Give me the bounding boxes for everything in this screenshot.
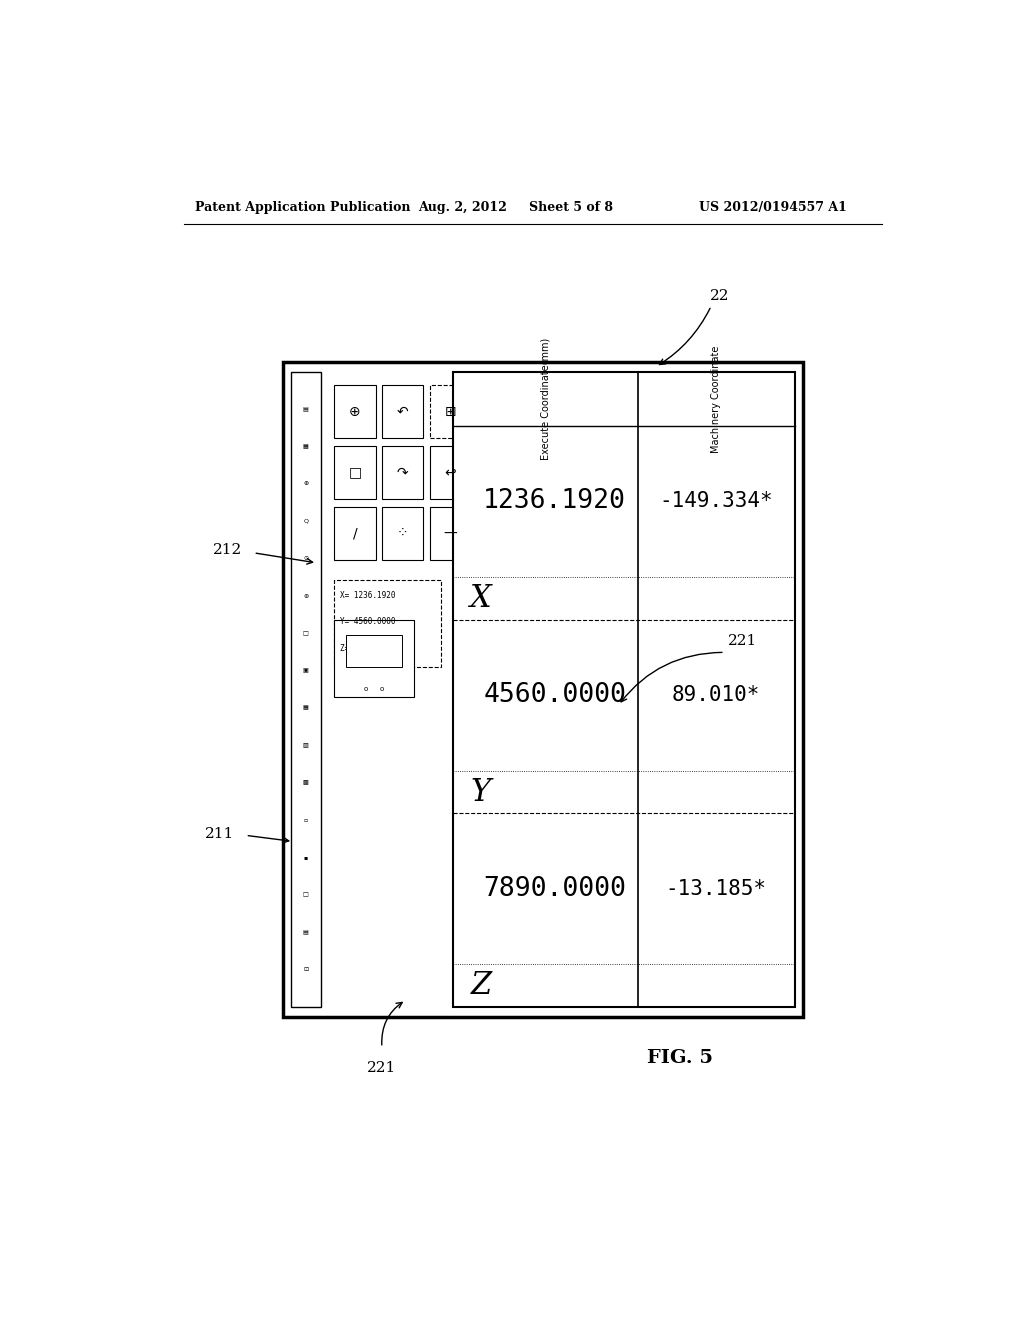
Bar [382, 507, 423, 560]
Bar [334, 507, 376, 560]
Text: ▤: ▤ [303, 407, 308, 412]
Bar [334, 446, 376, 499]
Text: ▨: ▨ [303, 743, 308, 748]
Text: ⁘: ⁘ [396, 527, 409, 540]
Text: 211: 211 [205, 828, 233, 841]
Text: ⊕: ⊕ [349, 404, 360, 418]
Text: ▩: ▩ [303, 780, 308, 785]
Bar [283, 362, 803, 1018]
Text: 7890.0000: 7890.0000 [483, 876, 626, 902]
Text: 221: 221 [728, 634, 758, 648]
Text: Execute Coordinate(mm): Execute Coordinate(mm) [541, 338, 551, 459]
Text: —: — [443, 527, 457, 540]
Text: Y= 4560.0000: Y= 4560.0000 [340, 618, 395, 627]
Text: 89.010*: 89.010* [672, 685, 761, 705]
Bar [346, 635, 401, 667]
Text: X= 1236.1920: X= 1236.1920 [340, 591, 395, 601]
Bar [430, 507, 471, 560]
Text: Machinery Coordinate: Machinery Coordinate [711, 345, 721, 453]
Text: □: □ [303, 631, 308, 636]
Text: Sheet 5 of 8: Sheet 5 of 8 [528, 201, 612, 214]
Text: ↶: ↶ [396, 404, 409, 418]
Text: 221: 221 [368, 1061, 396, 1074]
Bar [430, 385, 471, 438]
Text: ⊡: ⊡ [303, 968, 308, 973]
Bar [334, 385, 376, 438]
Text: -13.185*: -13.185* [666, 879, 767, 899]
Text: -149.334*: -149.334* [659, 491, 773, 511]
Text: X: X [470, 582, 492, 614]
Text: /: / [352, 527, 357, 540]
Text: ↩: ↩ [444, 466, 456, 479]
Text: Z: Z [470, 970, 492, 1002]
Text: □: □ [348, 466, 361, 479]
Text: ▪: ▪ [304, 855, 308, 861]
Text: 1236.1920: 1236.1920 [483, 488, 626, 515]
Text: ⊞: ⊞ [444, 404, 456, 418]
Text: Y: Y [471, 776, 492, 808]
Bar [430, 446, 471, 499]
Bar [454, 372, 795, 1007]
Text: 212: 212 [213, 543, 242, 557]
Text: ↷: ↷ [396, 466, 409, 479]
Text: FIG. 5: FIG. 5 [646, 1049, 713, 1067]
Text: o: o [380, 686, 384, 692]
Bar [291, 372, 321, 1007]
Text: o: o [364, 686, 369, 692]
Text: Patent Application Publication: Patent Application Publication [196, 201, 411, 214]
Text: ▦: ▦ [303, 444, 308, 449]
Bar [382, 385, 423, 438]
Text: ▦: ▦ [303, 706, 308, 710]
Text: ⊕: ⊕ [303, 482, 308, 487]
Text: □: □ [303, 892, 308, 898]
Text: US 2012/0194557 A1: US 2012/0194557 A1 [699, 201, 847, 214]
Bar [334, 620, 414, 697]
Text: ▤: ▤ [303, 929, 308, 935]
Text: Q: Q [303, 519, 308, 524]
Bar [334, 581, 441, 667]
Text: ▣: ▣ [303, 668, 308, 673]
Text: ⊛: ⊛ [303, 594, 308, 598]
Text: ▫: ▫ [304, 818, 308, 822]
Text: 4560.0000: 4560.0000 [483, 682, 626, 708]
Text: Aug. 2, 2012: Aug. 2, 2012 [418, 201, 507, 214]
Text: ⊙: ⊙ [303, 556, 308, 561]
Bar [382, 446, 423, 499]
Text: 22: 22 [710, 289, 729, 302]
Text: Z= 7890.0000: Z= 7890.0000 [340, 644, 395, 653]
